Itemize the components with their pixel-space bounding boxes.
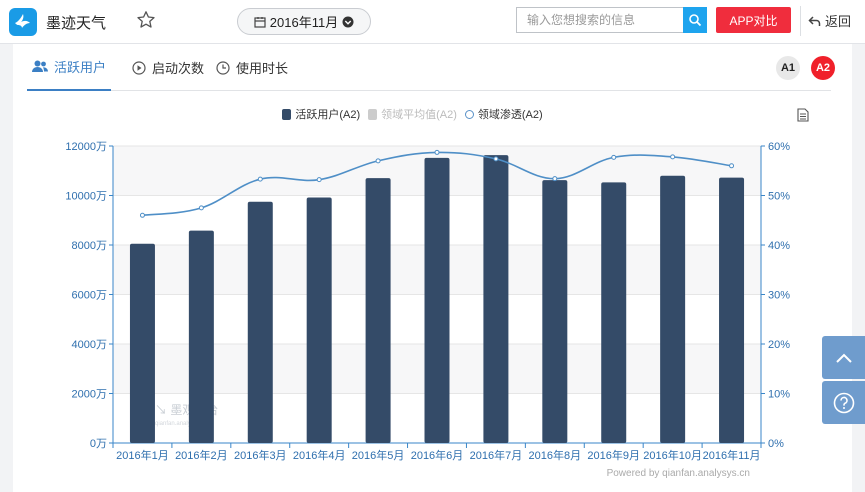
x-tick-label: 2016年5月 — [352, 448, 405, 462]
tab-label: 使用时长 — [236, 61, 289, 76]
penetration-point — [493, 156, 499, 162]
watermark-url: qianfan.analysys.cn — [155, 421, 208, 427]
y-tick-label-right: 30% — [768, 290, 790, 302]
x-tick-label: 2016年6月 — [411, 448, 464, 462]
divider — [800, 6, 801, 36]
x-tick-label: 2016年3月 — [234, 448, 287, 462]
x-tick-label: 2016年11月 — [703, 448, 761, 462]
clock-icon — [216, 60, 230, 75]
chevron-down-icon — [342, 16, 354, 27]
x-tick-label: 2016年10月 — [643, 448, 702, 462]
users-icon — [31, 60, 48, 72]
y-tick-label-left: 0万 — [90, 438, 107, 450]
bar — [129, 243, 155, 443]
penetration-point — [198, 205, 204, 211]
compare-badge-a2[interactable]: A2 — [811, 56, 835, 80]
x-tick-label: 2016年2月 — [175, 448, 228, 462]
tab-label: 启动次数 — [152, 61, 205, 76]
bar — [424, 157, 450, 443]
tab-label: 活跃用户 — [53, 60, 106, 75]
favorite-star-icon[interactable] — [136, 10, 156, 30]
legend-item-active-users[interactable]: 活跃用户(A2) — [282, 106, 360, 122]
penetration-point — [375, 158, 381, 164]
date-label: 2016年11月 — [269, 15, 339, 30]
legend-swatch — [282, 108, 292, 120]
bar — [247, 201, 273, 443]
x-tick-label: 2016年7月 — [470, 448, 523, 462]
play-circle-icon — [132, 60, 146, 75]
bar — [306, 197, 332, 443]
legend-label: 领域平均值(A2) — [381, 109, 457, 121]
bar — [719, 177, 745, 443]
compare-badge-a1[interactable]: A1 — [776, 56, 800, 80]
penetration-point — [729, 163, 735, 169]
legend-label: 活跃用户(A2) — [295, 109, 361, 121]
y-tick-label-right: 0% — [768, 438, 784, 450]
bar — [188, 230, 214, 443]
bar — [365, 178, 391, 444]
y-tick-label-right: 40% — [768, 240, 790, 252]
legend-label: 领域渗透(A2) — [477, 109, 543, 121]
penetration-point — [316, 177, 322, 183]
x-tick-label: 2016年4月 — [293, 448, 346, 462]
penetration-point — [611, 154, 617, 160]
penetration-point — [434, 149, 440, 155]
legend-swatch — [368, 108, 378, 120]
search-button[interactable] — [683, 7, 707, 33]
y-tick-label-right: 10% — [768, 389, 790, 401]
app-compare-button[interactable]: APP对比 — [716, 7, 791, 33]
help-button[interactable] — [822, 381, 865, 424]
active-users-chart: ↘ 墨观平台qianfan.analysys.cn0万2000万4000万600… — [65, 141, 790, 479]
scroll-top-button[interactable] — [822, 336, 865, 379]
legend-swatch — [464, 109, 474, 119]
chevron-up-icon — [835, 353, 852, 363]
app-logo-icon — [9, 8, 37, 36]
back-button[interactable]: 返回 — [808, 11, 851, 30]
chart-credit: Powered by qianfan.analysys.cn — [607, 468, 750, 479]
back-label: 返回 — [825, 14, 852, 29]
metric-tabs: 活跃用户 启动次数 使用时长 A1 A2 — [27, 44, 835, 91]
y-tick-label-left: 4000万 — [72, 339, 107, 351]
x-tick-label: 2016年9月 — [587, 448, 640, 462]
tab-launch-count[interactable]: 启动次数 — [132, 44, 204, 91]
y-tick-label-left: 6000万 — [72, 290, 107, 302]
help-icon — [833, 392, 854, 413]
penetration-point — [670, 154, 676, 160]
penetration-point — [139, 212, 145, 218]
chart-card: 活跃用户 启动次数 使用时长 A1 A2 活跃用户(A2) 领域平均值(A2) … — [13, 44, 852, 492]
y-tick-label-left: 10000万 — [65, 191, 107, 203]
y-tick-label-right: 60% — [768, 141, 790, 153]
app-name: 墨迹天气 — [46, 15, 107, 32]
y-tick-label-right: 50% — [768, 191, 790, 203]
legend-item-domain-average[interactable]: 领域平均值(A2) — [368, 106, 457, 122]
bar — [483, 155, 509, 443]
date-picker-button[interactable]: 2016年11月 — [237, 8, 371, 35]
search-icon — [689, 14, 702, 27]
bar — [601, 182, 627, 443]
tab-usage-duration[interactable]: 使用时长 — [216, 44, 288, 91]
y-tick-label-left: 2000万 — [72, 389, 107, 401]
x-tick-label: 2016年8月 — [529, 448, 582, 462]
search-input[interactable] — [516, 7, 707, 33]
bar — [542, 180, 568, 443]
chart-legend: 活跃用户(A2) 领域平均值(A2) 领域渗透(A2) — [13, 106, 852, 122]
y-tick-label-right: 20% — [768, 339, 790, 351]
back-arrow-icon — [808, 15, 821, 26]
bar — [660, 175, 686, 443]
calendar-icon — [254, 16, 266, 28]
x-tick-label: 2016年1月 — [116, 448, 169, 462]
penetration-point — [552, 176, 558, 182]
tab-active-users[interactable]: 活跃用户 — [27, 44, 111, 91]
export-document-icon[interactable] — [797, 108, 809, 127]
y-tick-label-left: 12000万 — [65, 141, 107, 153]
penetration-point — [257, 176, 263, 182]
top-bar: 墨迹天气 2016年11月 APP对比 返回 — [0, 0, 865, 44]
y-tick-label-left: 8000万 — [72, 240, 107, 252]
legend-item-domain-penetration[interactable]: 领域渗透(A2) — [464, 106, 543, 122]
